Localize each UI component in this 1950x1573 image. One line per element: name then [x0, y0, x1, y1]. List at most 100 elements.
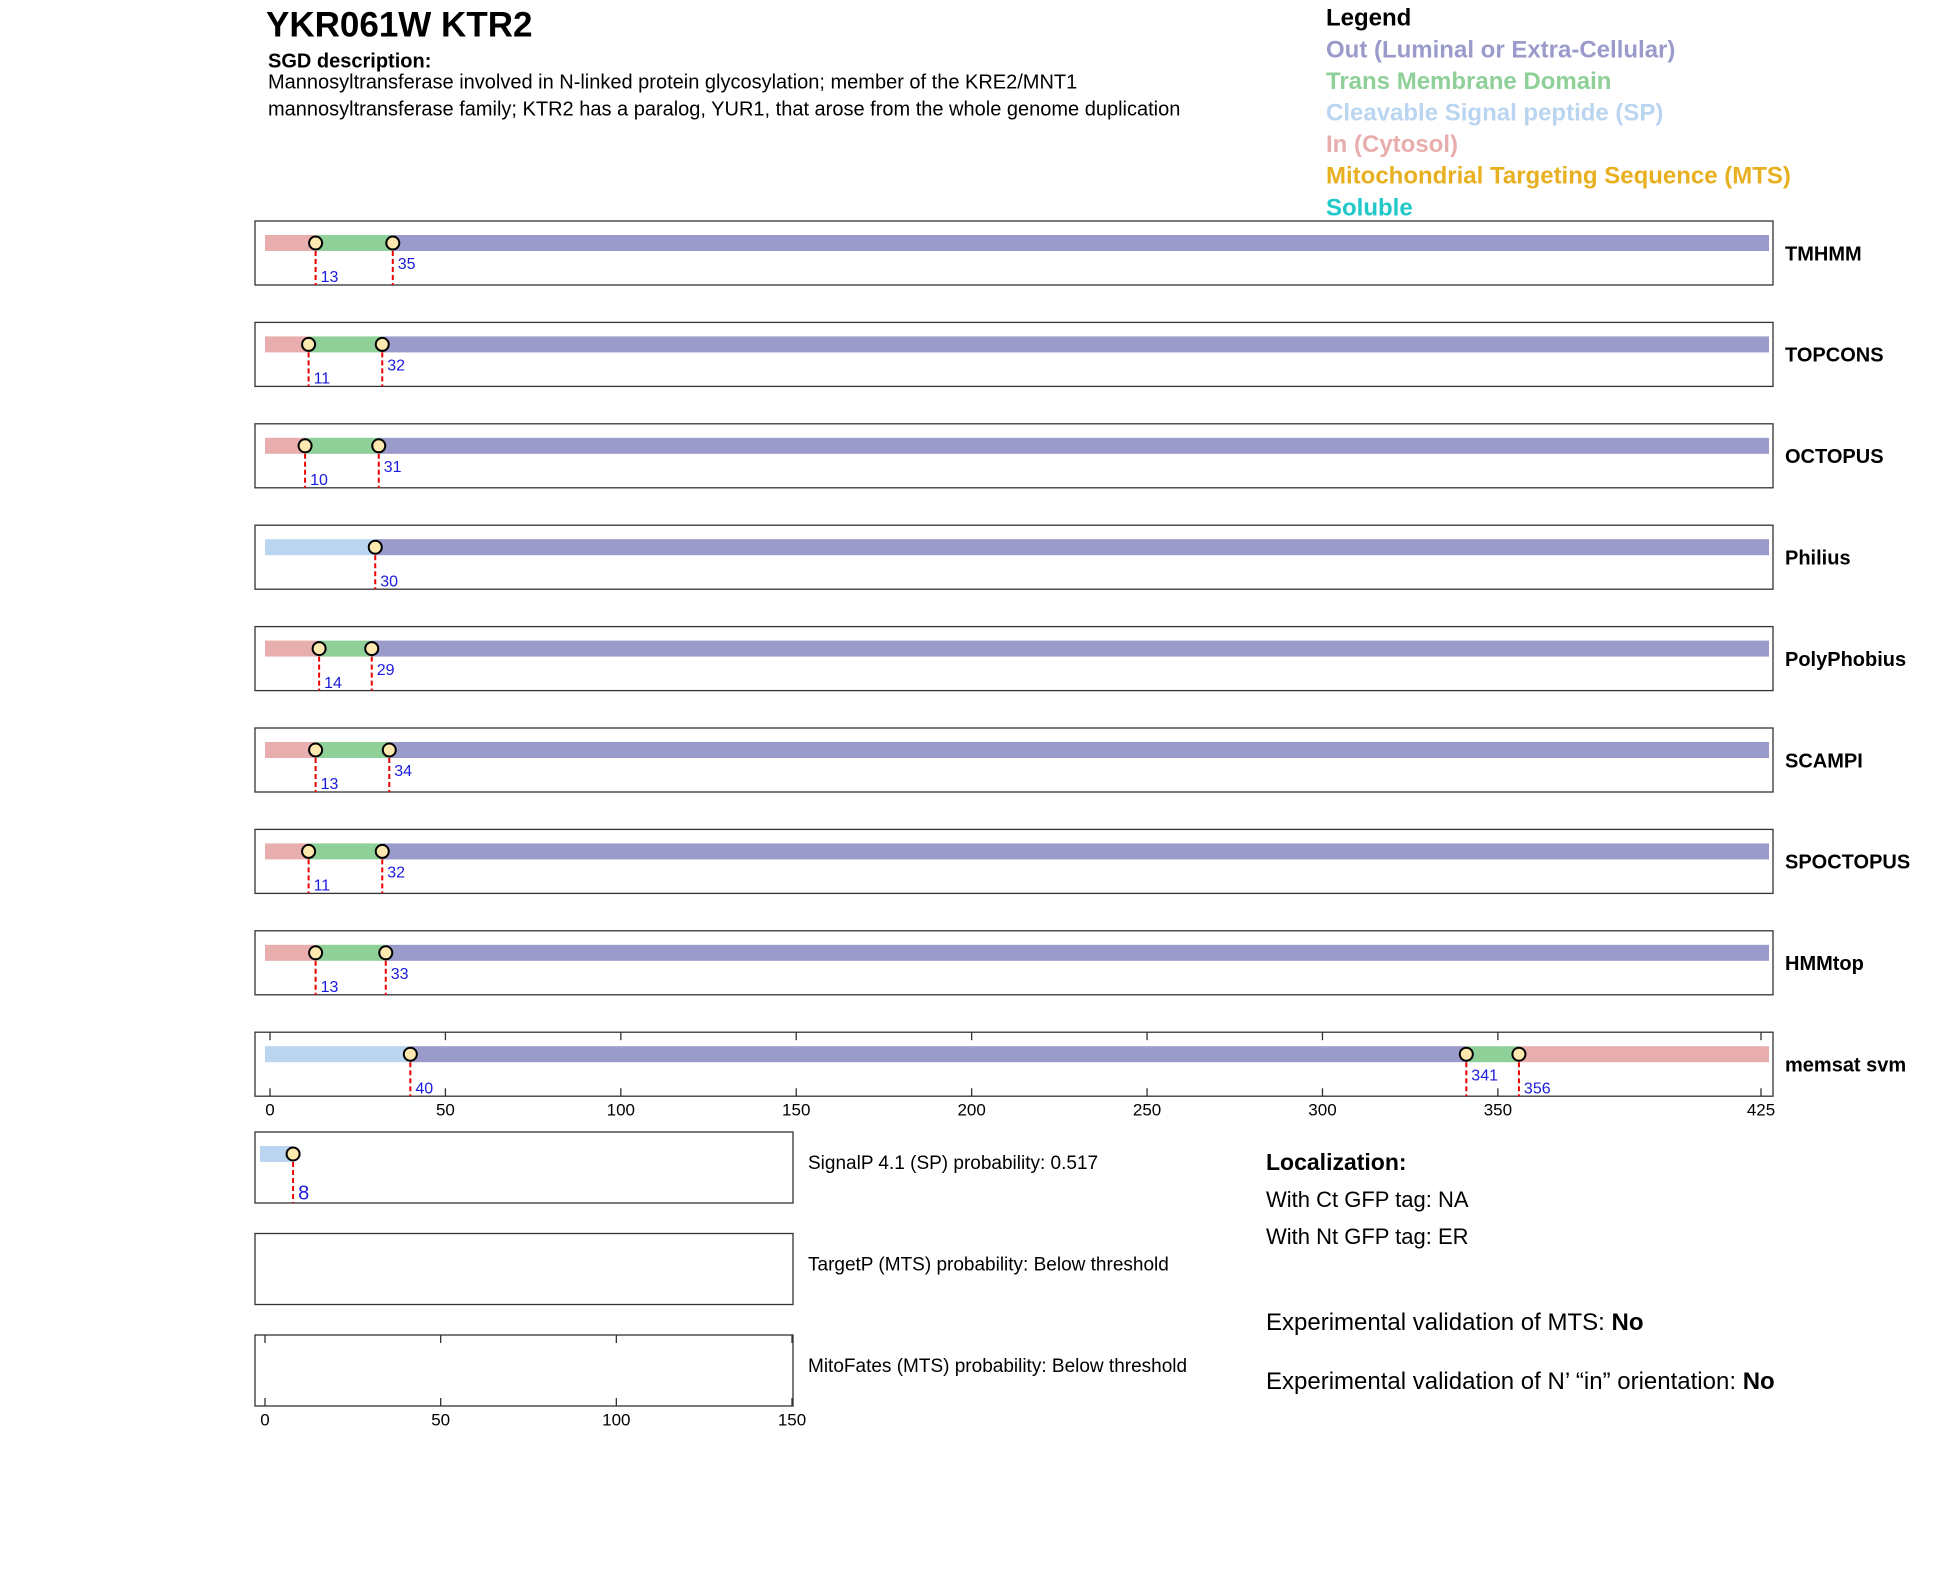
segment — [315, 742, 390, 758]
x-tick-label: 50 — [436, 1101, 455, 1120]
validation-value: No — [1743, 1368, 1775, 1395]
segment — [392, 235, 1770, 251]
boundary-marker — [297, 438, 313, 454]
validation: Experimental validation of MTS: No — [1266, 1309, 1643, 1336]
boundary-marker — [385, 235, 401, 251]
segment — [265, 742, 316, 758]
track-name: TMHMM — [1785, 243, 1862, 265]
segment — [265, 944, 316, 961]
x-tick-label: 200 — [957, 1101, 985, 1120]
legend-item: Soluble — [1326, 194, 1413, 221]
segment — [375, 539, 1769, 556]
track-box — [254, 828, 1774, 895]
segment — [265, 437, 306, 454]
boundary-marker — [311, 641, 327, 657]
track-box — [254, 220, 1774, 286]
track-box — [254, 321, 1774, 388]
localization-title: Localization: — [1266, 1149, 1407, 1175]
boundary-label: 11 — [314, 371, 331, 388]
localization-line: With Nt GFP tag: ER — [1266, 1224, 1469, 1249]
track-box — [254, 1334, 794, 1407]
boundary-label: 32 — [387, 865, 405, 882]
track-name: HMMtop — [1785, 953, 1864, 975]
legend-item: Mitochondrial Targeting Sequence (MTS) — [1326, 163, 1791, 190]
boundary-marker — [308, 235, 324, 251]
track-name: MitoFates (MTS) probability: Below thres… — [808, 1356, 1187, 1377]
x-tick-label: 0 — [260, 1410, 269, 1429]
track-box — [254, 625, 1774, 692]
segment — [410, 1046, 1467, 1063]
boundary-marker — [371, 438, 387, 454]
description: mannosyltransferase family; KTR2 has a p… — [268, 98, 1180, 120]
boundary-marker — [374, 843, 390, 859]
track-name: SPOCTOPUS — [1785, 852, 1910, 874]
segment — [371, 640, 1770, 657]
boundary-label: 40 — [415, 1080, 433, 1097]
track-name: Philius — [1785, 547, 1851, 569]
boundary-label: 11 — [314, 878, 331, 895]
boundary-label: 13 — [321, 979, 339, 996]
validation-label: Experimental validation of MTS: — [1266, 1309, 1605, 1336]
legend-item: Out (Luminal or Extra-Cellular) — [1326, 36, 1675, 63]
x-tick-label: 150 — [782, 1101, 810, 1120]
segment — [308, 843, 383, 860]
boundary-marker — [308, 742, 324, 758]
boundary-marker — [364, 641, 380, 657]
localization-line: With Ct GFP tag: NA — [1266, 1187, 1469, 1212]
x-tick-label: 100 — [602, 1410, 630, 1429]
boundary-marker — [378, 945, 394, 961]
segment — [265, 539, 376, 556]
boundary-marker — [402, 1046, 418, 1062]
segment — [382, 843, 1769, 860]
validation-label: Experimental validation of N’ “in” orien… — [1266, 1368, 1736, 1395]
segment — [382, 336, 1769, 353]
segment — [319, 640, 372, 657]
boundary-marker — [301, 843, 317, 859]
boundary-label: 10 — [310, 472, 328, 489]
boundary-label: 13 — [321, 776, 339, 793]
boundary-label: 14 — [324, 675, 342, 692]
x-tick-label: 100 — [607, 1101, 635, 1120]
segment — [385, 944, 1770, 961]
legend-title: Legend — [1326, 4, 1411, 31]
track-box — [254, 1232, 794, 1306]
segment — [265, 235, 316, 251]
segment — [1466, 1046, 1519, 1063]
segment — [260, 1146, 294, 1162]
segment — [265, 640, 320, 657]
validation-value: No — [1611, 1309, 1643, 1336]
track-name: PolyPhobius — [1785, 649, 1906, 671]
boundary-label: 31 — [384, 459, 402, 476]
boundary-label: 356 — [1524, 1080, 1551, 1097]
segment — [308, 336, 383, 353]
boundary-marker — [381, 742, 397, 758]
segment — [315, 235, 393, 251]
x-tick-label: 0 — [265, 1101, 274, 1120]
description-label: SGD description: — [268, 50, 431, 72]
boundary-marker — [367, 539, 383, 555]
boundary-marker — [308, 945, 324, 961]
x-tick-label: 250 — [1133, 1101, 1161, 1120]
title: YKR061W KTR2 — [266, 5, 532, 44]
boundary-label: 35 — [398, 256, 416, 273]
segment — [389, 742, 1769, 758]
boundary-marker — [1511, 1046, 1527, 1062]
boundary-label: 32 — [387, 358, 405, 375]
boundary-label: 30 — [380, 573, 398, 590]
segment — [378, 437, 1770, 454]
track-box — [254, 727, 1774, 793]
boundary-label: 34 — [394, 763, 412, 780]
track-box — [254, 423, 1774, 489]
track-box — [254, 1031, 1774, 1097]
boundary-label: 33 — [391, 966, 409, 983]
track-name: OCTOPUS — [1785, 446, 1884, 468]
legend-item: Cleavable Signal peptide (SP) — [1326, 100, 1663, 127]
segment — [1518, 1046, 1769, 1063]
x-tick-label: 350 — [1484, 1101, 1512, 1120]
boundary-label: 8 — [298, 1182, 309, 1204]
track-name: TargetP (MTS) probability: Below thresho… — [808, 1255, 1169, 1276]
track-name: SignalP 4.1 (SP) probability: 0.517 — [808, 1153, 1098, 1174]
track-box — [254, 930, 1774, 996]
